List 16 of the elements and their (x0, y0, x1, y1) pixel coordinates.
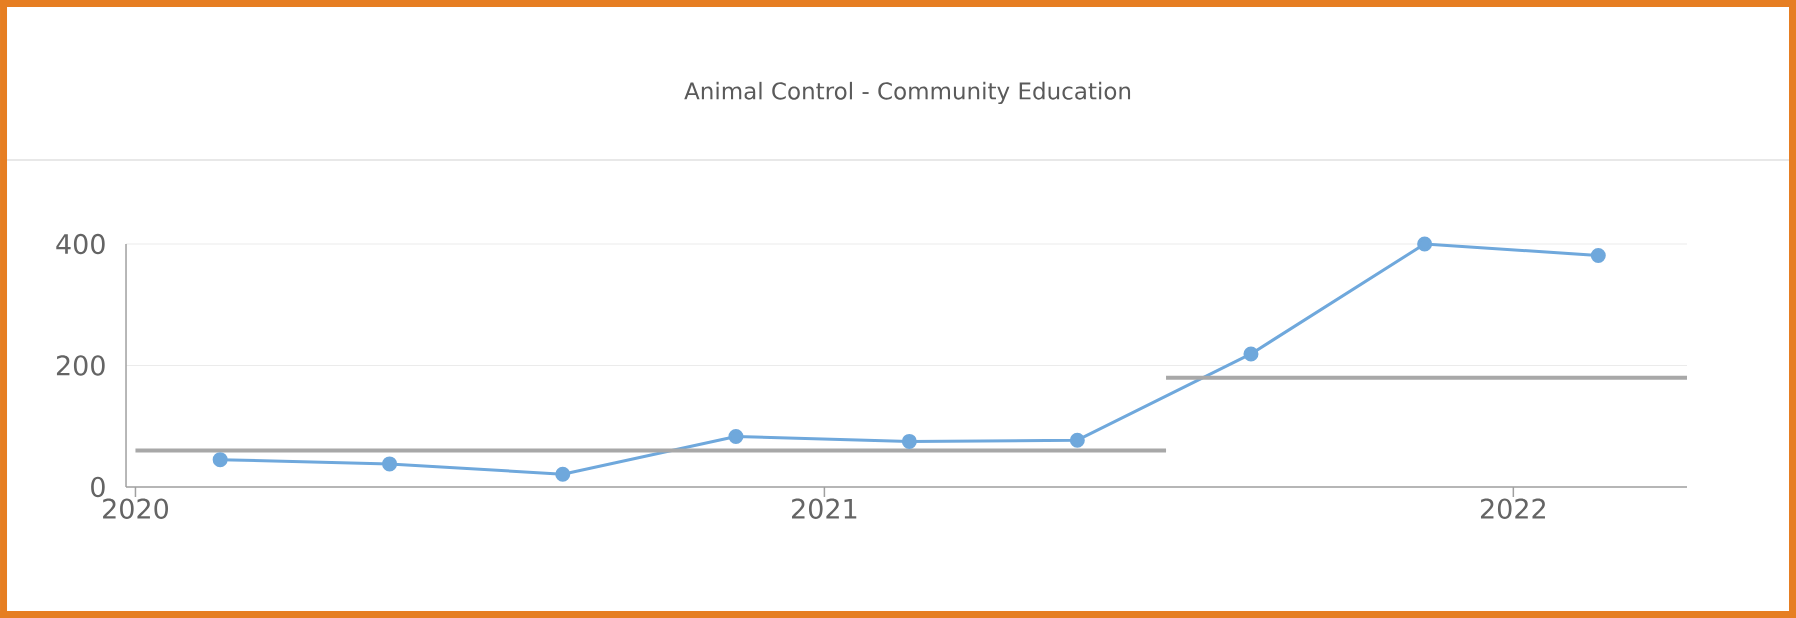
point (1417, 236, 1433, 252)
x-tick-label: 2022 (1480, 498, 1545, 519)
point (555, 466, 571, 482)
chart-title: Animal Control - Community Education (684, 81, 1131, 105)
y-tick-label: 200 (56, 355, 105, 376)
point (1069, 432, 1085, 448)
point (1590, 248, 1606, 264)
y-tick-label: 400 (56, 233, 105, 255)
y-tick-label: 0 (91, 476, 105, 498)
x-tick-label: 2021 (792, 498, 857, 519)
point (901, 433, 917, 449)
point (1243, 346, 1259, 362)
point (728, 429, 744, 445)
x-tick-label: 2020 (103, 498, 168, 519)
point (212, 452, 228, 468)
point (382, 456, 398, 472)
